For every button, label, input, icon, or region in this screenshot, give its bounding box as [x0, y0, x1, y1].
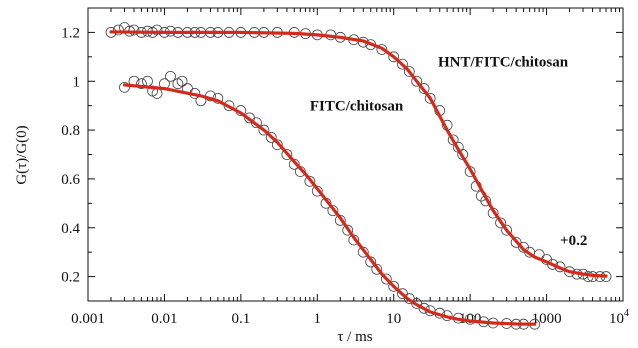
data-point	[176, 75, 188, 87]
data-point	[376, 44, 388, 55]
data-point	[418, 83, 430, 94]
data-point	[403, 66, 415, 77]
x-tick-label: 1	[314, 311, 322, 327]
data-point	[501, 224, 513, 236]
data-point	[388, 51, 400, 63]
data-point	[547, 258, 559, 270]
data-point	[258, 124, 270, 136]
y-tick-label: 1.2	[61, 25, 80, 41]
data-point	[510, 236, 522, 248]
data-point	[165, 70, 176, 82]
fit-curve	[109, 30, 608, 278]
series-labels: HNT/FITC/chitosan +0.2 FITC/chitosan	[310, 55, 587, 249]
data-point	[304, 175, 316, 187]
data-point	[288, 158, 300, 170]
data-point	[403, 293, 415, 304]
series-label: FITC/chitosan	[310, 99, 404, 115]
y-tick-label: 1	[73, 74, 81, 90]
data-markers	[105, 22, 612, 330]
data-point	[128, 24, 140, 36]
data-point	[418, 302, 430, 314]
x-axis-title: τ / ms	[337, 329, 372, 345]
data-point	[113, 24, 124, 36]
data-point	[357, 246, 369, 258]
x-tick-label: 0.1	[231, 311, 250, 327]
data-point	[119, 81, 130, 93]
plot-frame	[87, 7, 624, 302]
data-point	[397, 58, 408, 70]
y-axis-title: G(τ)/G(0)	[14, 125, 30, 184]
data-point	[411, 75, 423, 87]
data-point	[136, 78, 147, 90]
data-point	[424, 92, 436, 104]
y-tick-label: 0.8	[61, 123, 80, 139]
fit-curves	[109, 30, 608, 326]
x-tick-label: 0.001	[71, 311, 105, 327]
fit-curve	[122, 83, 537, 326]
x-tick-label: 0.01	[151, 311, 177, 327]
x-tick-label: 104	[609, 308, 629, 327]
y-tick-label: 0.6	[61, 172, 80, 188]
data-point	[380, 273, 392, 285]
data-point	[311, 185, 323, 197]
axis-ticks	[87, 7, 623, 302]
data-point	[265, 132, 277, 143]
data-point	[151, 24, 163, 36]
axis-tick-labels: 0.001 0.01 0.1 1 10 100 1000 1040.20.40.60.811.…	[61, 25, 629, 327]
data-point	[271, 139, 283, 151]
data-point	[388, 280, 400, 292]
data-point	[447, 134, 459, 146]
data-point	[411, 298, 423, 309]
data-point	[342, 224, 354, 236]
data-point	[142, 75, 153, 87]
data-point	[495, 217, 506, 229]
y-tick-label: 0.2	[61, 270, 80, 286]
data-point	[371, 263, 383, 275]
series-label: HNT/FITC/chitosan	[438, 55, 569, 71]
data-point	[327, 205, 339, 217]
offset-label: +0.2	[560, 233, 587, 249]
x-tick-label: 1000	[532, 311, 562, 327]
y-tick-label: 0.4	[61, 221, 80, 237]
data-point	[281, 149, 293, 160]
x-tick-label: 10	[386, 311, 401, 327]
